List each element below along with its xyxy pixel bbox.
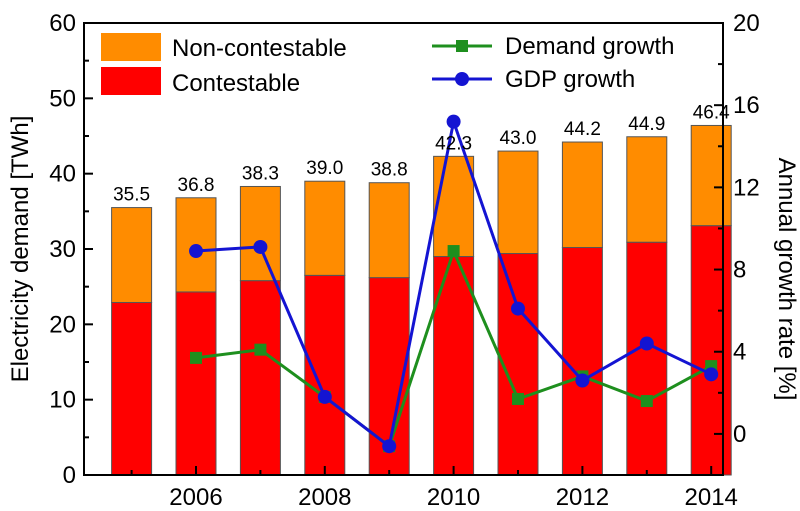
point-gdp-growth-2010 xyxy=(446,114,461,129)
x-tick-label-2008: 2008 xyxy=(298,484,351,511)
total-label-2013: 44.9 xyxy=(628,114,665,135)
bar-contestable-2013 xyxy=(626,241,668,476)
y2-tick-label-16: 16 xyxy=(733,92,760,119)
y2-tick-label-20: 20 xyxy=(733,10,760,37)
legend-label-demand-growth: Demand growth xyxy=(505,33,674,60)
total-label-2008: 39.0 xyxy=(306,158,343,179)
x-tick-label-2014: 2014 xyxy=(685,484,738,511)
x-tick-label-2010: 2010 xyxy=(427,484,480,511)
total-label-2007: 38.3 xyxy=(242,163,279,184)
point-demand-growth-2010 xyxy=(447,245,460,258)
bar-non-contestable-2008 xyxy=(304,180,346,276)
point-demand-growth-2006 xyxy=(190,351,202,364)
bar-contestable-2008 xyxy=(304,274,346,476)
bar-contestable-2005 xyxy=(111,301,153,476)
total-label-2006: 36.8 xyxy=(178,175,215,196)
bar-non-contestable-2007 xyxy=(239,185,281,282)
total-label-2005: 35.5 xyxy=(113,185,150,206)
total-label-2014: 46.4 xyxy=(693,102,730,123)
bar-non-contestable-2014 xyxy=(690,124,732,227)
point-demand-growth-2011 xyxy=(512,392,524,405)
y2-tick-label-12: 12 xyxy=(733,174,760,201)
point-gdp-growth-2008 xyxy=(317,389,332,404)
point-gdp-growth-2014 xyxy=(704,367,719,382)
y2-tick-label-4: 4 xyxy=(733,339,746,366)
point-gdp-growth-2013 xyxy=(639,336,654,351)
bar-non-contestable-2012 xyxy=(561,141,603,248)
total-label-2010: 42.3 xyxy=(435,133,472,154)
bar-non-contestable-2010 xyxy=(433,155,475,258)
y-tick-label-60: 60 xyxy=(49,10,76,37)
bars-layer xyxy=(111,124,732,476)
total-label-2009: 38.8 xyxy=(371,160,408,181)
bar-contestable-2014 xyxy=(690,225,732,476)
legend-label-contestable: Contestable xyxy=(172,70,300,97)
axes-layer: 0 10 20 30 40 50 60 0 4 8 12 16 20 2006 2008 2010 2012 20… xyxy=(49,10,759,511)
bar-contestable-2006 xyxy=(175,291,217,476)
y2-tick-label-0: 0 xyxy=(733,421,746,448)
legend: Non-contestable Contestable Demand growt… xyxy=(101,33,674,97)
legend-line-demand-growth xyxy=(432,40,492,52)
legend-label-non-contestable: Non-contestable xyxy=(172,35,347,62)
y-tick-label-0: 0 xyxy=(63,462,76,489)
bar-contestable-2012 xyxy=(561,246,603,476)
point-gdp-growth-2012 xyxy=(575,373,590,388)
bar-non-contestable-2009 xyxy=(368,182,410,279)
point-gdp-growth-2011 xyxy=(511,301,525,316)
point-demand-growth-2013 xyxy=(640,395,653,408)
point-gdp-growth-2006 xyxy=(189,244,203,259)
y-tick-label-40: 40 xyxy=(49,161,76,188)
y-tick-label-30: 30 xyxy=(49,236,76,263)
bar-non-contestable-2005 xyxy=(111,207,153,303)
y2-tick-label-8: 8 xyxy=(733,257,746,284)
bar-non-contestable-2011 xyxy=(497,150,539,255)
y-tick-label-20: 20 xyxy=(49,311,76,338)
total-label-2012: 44.2 xyxy=(564,119,601,140)
total-label-2011: 43.0 xyxy=(500,128,537,149)
legend-swatch-non-contestable xyxy=(101,33,161,61)
y-tick-label-10: 10 xyxy=(49,387,76,414)
y2-axis-label: Annual growth rate [%] xyxy=(773,158,800,401)
x-tick-label-2006: 2006 xyxy=(169,484,222,511)
point-gdp-growth-2007 xyxy=(253,239,268,254)
point-demand-growth-2007 xyxy=(254,343,267,356)
y-axis-label: Electricity demand [TWh] xyxy=(7,116,34,383)
legend-swatch-contestable xyxy=(101,67,161,95)
bar-contestable-2007 xyxy=(239,280,281,476)
y-tick-label-50: 50 xyxy=(49,85,76,112)
lines-layer xyxy=(189,114,719,454)
bar-non-contestable-2013 xyxy=(626,136,668,243)
total-labels-layer: 35.5 36.8 38.3 39.0 38.8 42.3 43.0 44.2 44.9 46.4 xyxy=(113,102,730,205)
point-gdp-growth-2009 xyxy=(382,439,397,454)
legend-label-gdp-growth: GDP growth xyxy=(505,66,635,93)
legend-line-gdp-growth xyxy=(432,72,492,86)
x-tick-label-2012: 2012 xyxy=(556,484,609,511)
